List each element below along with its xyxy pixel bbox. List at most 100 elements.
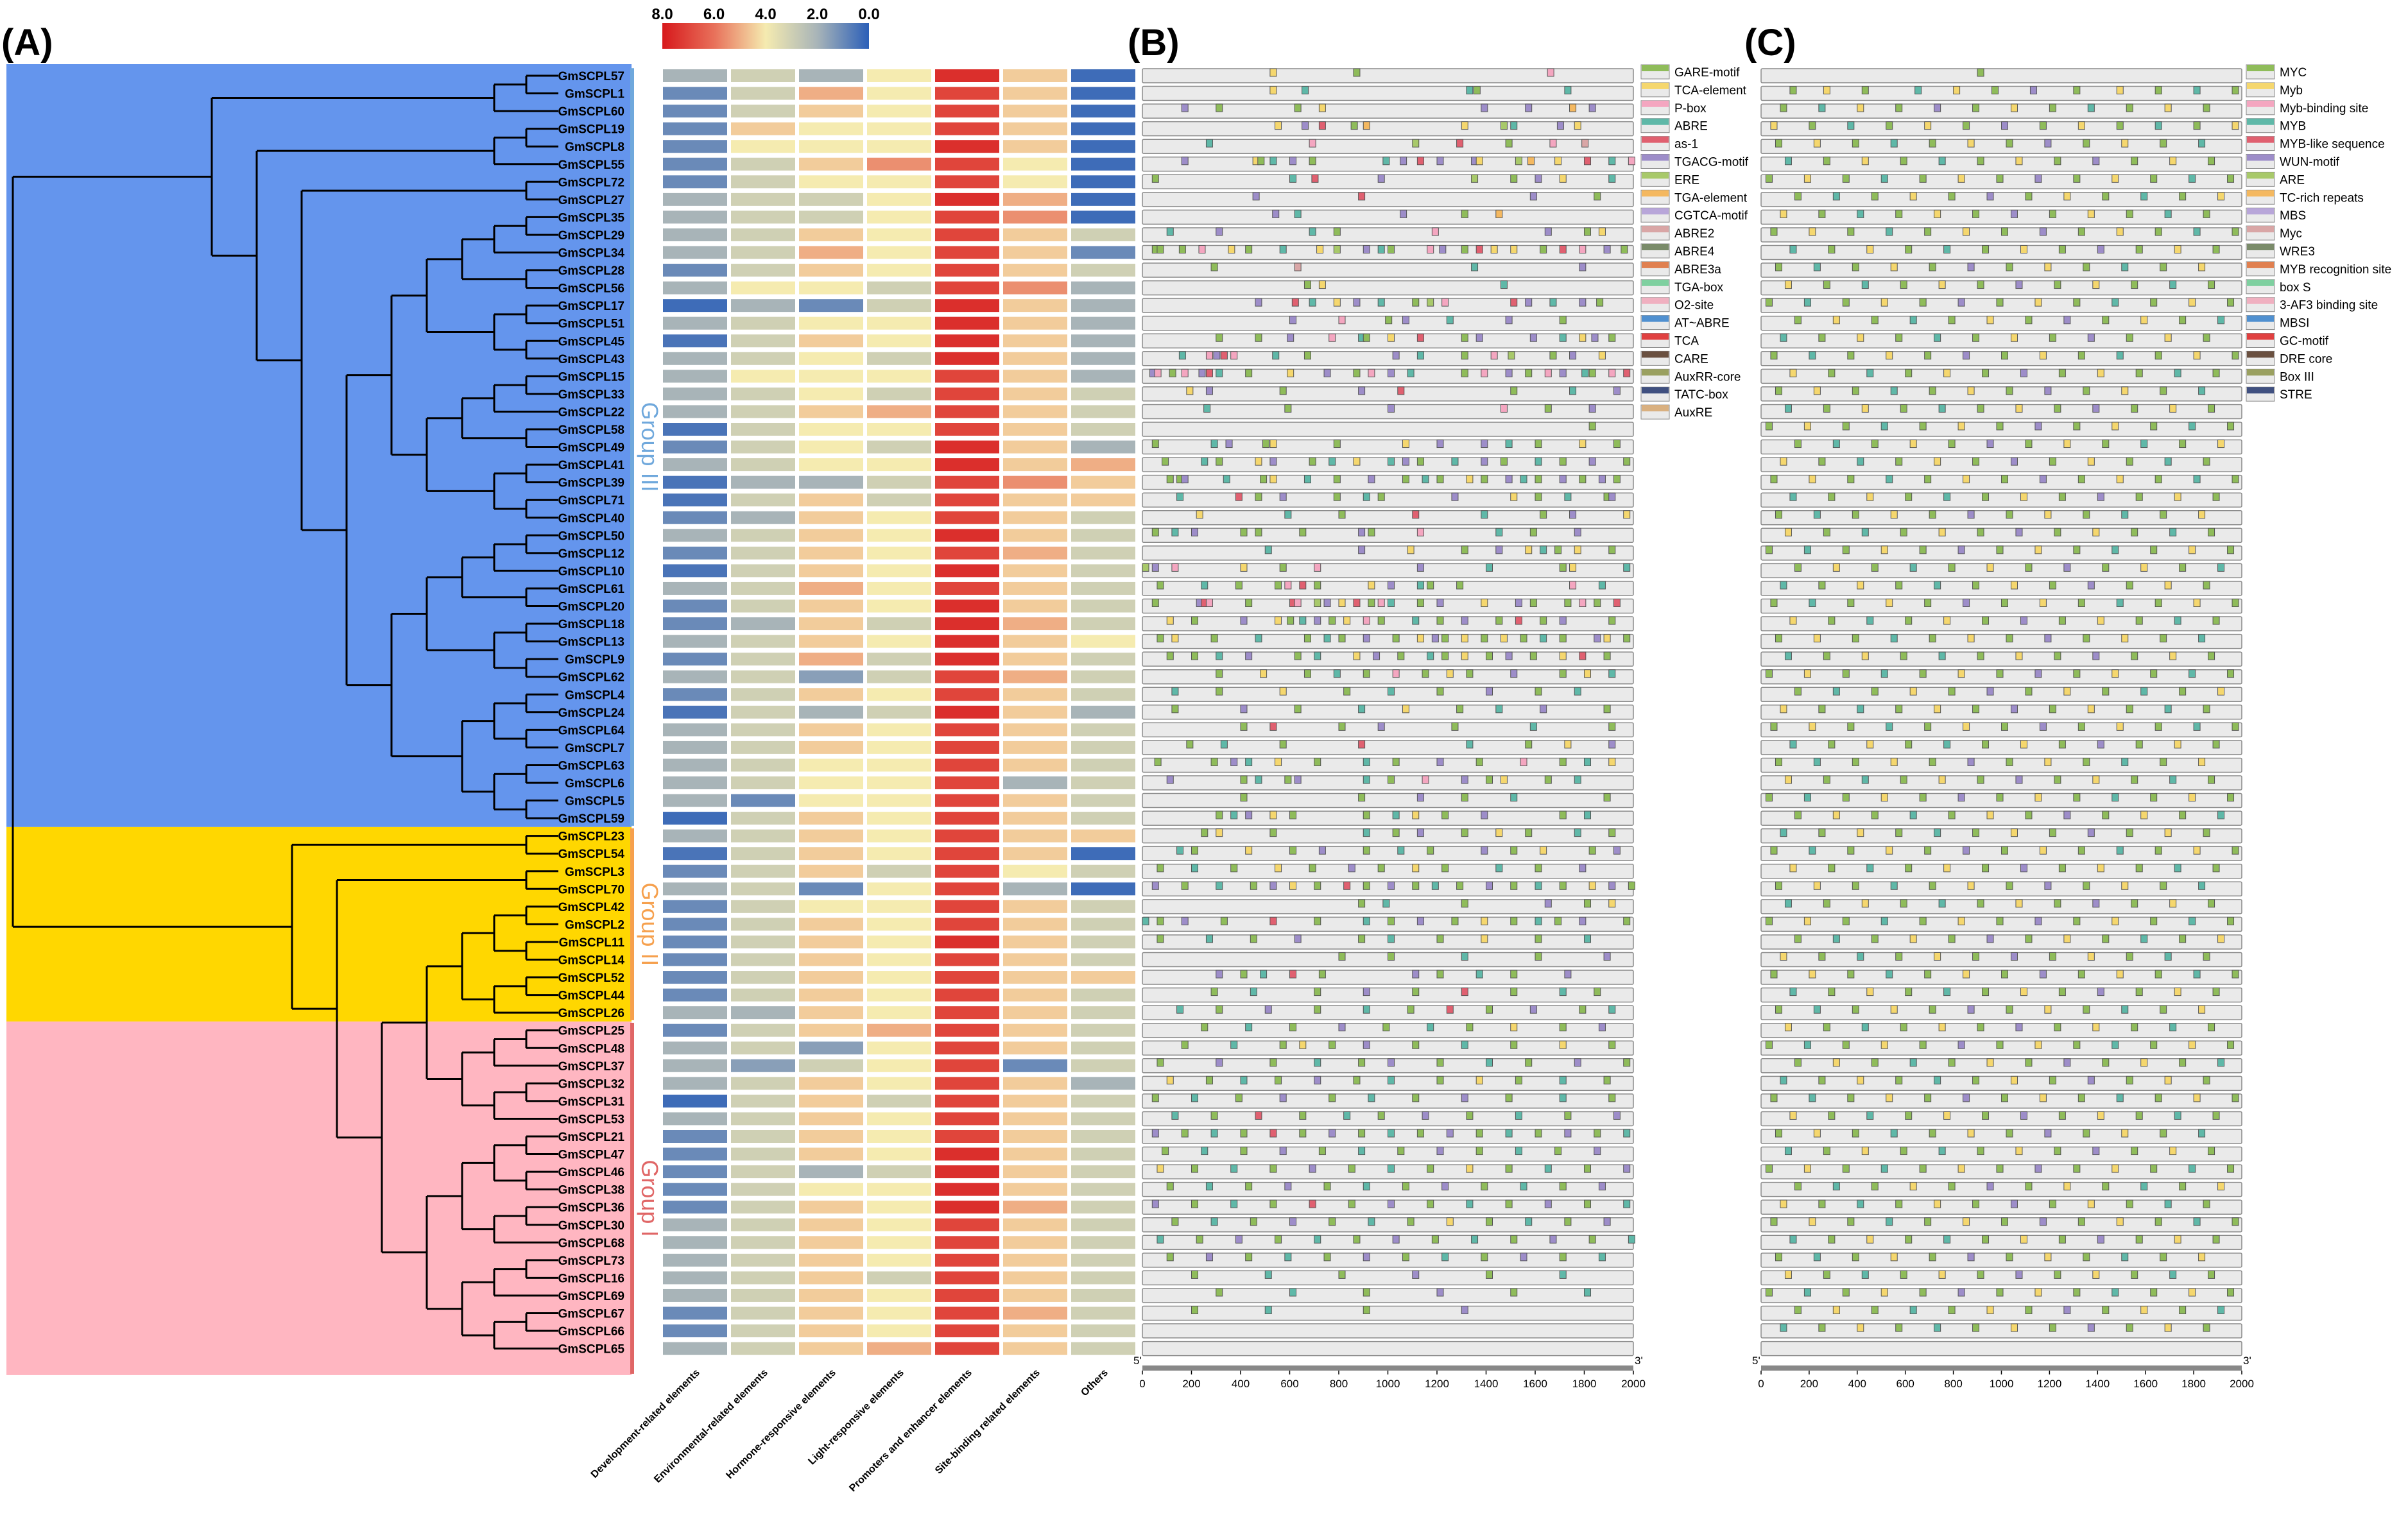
motif-mark	[1866, 1235, 1874, 1244]
heatmap-cell	[663, 69, 727, 82]
motif-mark	[1977, 899, 1984, 908]
motif-mark	[1486, 1217, 1493, 1226]
motif-mark	[2154, 1093, 2162, 1102]
motif-mark	[2001, 599, 2008, 607]
motif-mark	[1967, 510, 1975, 519]
motif-mark	[1216, 227, 1223, 236]
motif-mark	[1943, 988, 1951, 997]
motif-mark	[1510, 298, 1518, 307]
motif-mark	[1540, 634, 1547, 643]
motif-mark	[2102, 1058, 2110, 1067]
gene-label: GmSCPL71	[558, 494, 625, 508]
legend-swatch	[1642, 297, 1669, 304]
motif-mark	[2203, 103, 2210, 112]
motif-mark	[1608, 492, 1616, 501]
motif-mark	[2077, 722, 2085, 731]
motif-mark	[2058, 740, 2066, 749]
motif-mark	[1996, 1288, 2004, 1297]
motif-mark	[1934, 581, 1941, 590]
legend-label: as-1	[1674, 138, 1698, 151]
motif-mark	[1240, 793, 1248, 802]
motif-mark	[1967, 262, 1975, 271]
heatmap-cell	[731, 900, 795, 913]
heatmap-cell	[663, 105, 727, 118]
motif-mark	[1441, 634, 1449, 643]
motif-mark	[1559, 1253, 1567, 1262]
promoter-bar	[1760, 1340, 2242, 1357]
motif-mark	[2087, 1075, 2095, 1084]
motif-mark	[1235, 1093, 1243, 1102]
motif-mark	[2140, 687, 2148, 696]
heatmap-cell	[935, 988, 999, 1002]
gene-label: GmSCPL5	[565, 795, 624, 809]
motif-mark	[1302, 86, 1309, 95]
motif-mark	[2193, 1217, 2201, 1226]
heatmap-cell	[799, 405, 863, 418]
motif-mark	[2073, 1164, 2081, 1173]
promoter-bar	[1760, 492, 2242, 508]
promoter-bar	[1760, 192, 2242, 207]
motif-mark	[1358, 1129, 1366, 1138]
motif-mark	[1943, 492, 1951, 501]
motif-mark	[1191, 1199, 1198, 1208]
motif-mark	[1216, 368, 1223, 377]
heatmap-cell	[867, 529, 931, 542]
motif-mark	[1847, 1093, 1855, 1102]
motif-mark	[1880, 174, 1888, 183]
motif-mark	[1436, 616, 1444, 625]
heatmap-cell	[935, 1059, 999, 1072]
heatmap-cell	[799, 1201, 863, 1214]
motif-mark	[1412, 810, 1420, 819]
motif-mark	[1235, 492, 1243, 501]
motif-mark	[1284, 581, 1292, 590]
heatmap-cell	[663, 864, 727, 878]
heatmap-cell	[731, 352, 795, 365]
motif-mark	[2121, 262, 2129, 271]
motif-mark	[2169, 1147, 2177, 1156]
motif-mark	[1770, 475, 1778, 484]
heatmap-cell	[1003, 1271, 1067, 1285]
motif-mark	[1363, 988, 1370, 997]
motif-mark	[1948, 1306, 1956, 1314]
motif-mark	[1794, 810, 1802, 819]
motif-mark	[1451, 722, 1459, 731]
motif-mark	[2217, 1306, 2225, 1314]
legend-label: DRE core	[2280, 352, 2332, 366]
heatmap-cell	[935, 264, 999, 277]
motif-mark	[2034, 422, 2042, 431]
motif-mark	[2126, 1075, 2133, 1084]
motif-mark	[2073, 916, 2081, 925]
motif-mark	[1789, 492, 1797, 501]
motif-mark	[1481, 934, 1488, 943]
heatmap-cell	[1071, 723, 1135, 737]
motif-mark	[1269, 828, 1277, 837]
motif-mark	[1842, 1288, 1850, 1297]
motif-mark	[2121, 881, 2129, 890]
motif-mark	[1818, 828, 1826, 837]
motif-mark	[1279, 492, 1287, 501]
motif-mark	[1255, 333, 1262, 342]
motif-mark	[1909, 810, 1917, 819]
motif-mark	[1957, 422, 1965, 431]
motif-mark	[2121, 1005, 2129, 1014]
motif-mark	[1818, 333, 1826, 342]
promoter-bar	[1142, 828, 1634, 844]
motif-mark	[2034, 669, 2042, 678]
motif-mark	[2025, 563, 2033, 572]
motif-mark	[1412, 1270, 1420, 1279]
heatmap-cell	[867, 1165, 931, 1179]
promoter-bar	[1760, 1270, 2242, 1286]
heatmap-cell	[935, 1183, 999, 1196]
heatmap-cell	[731, 458, 795, 472]
motif-mark	[2054, 280, 2061, 289]
motif-mark	[2087, 705, 2095, 714]
motif-mark	[1314, 988, 1321, 997]
heatmap-cell	[663, 475, 727, 489]
heatmap-cell	[731, 423, 795, 436]
motif-mark	[1852, 1253, 1859, 1262]
motif-mark	[1486, 881, 1493, 890]
motif-mark	[1924, 1093, 1932, 1102]
heatmap-cell	[935, 723, 999, 737]
heatmap-cell	[867, 352, 931, 365]
motif-mark	[1205, 139, 1213, 148]
